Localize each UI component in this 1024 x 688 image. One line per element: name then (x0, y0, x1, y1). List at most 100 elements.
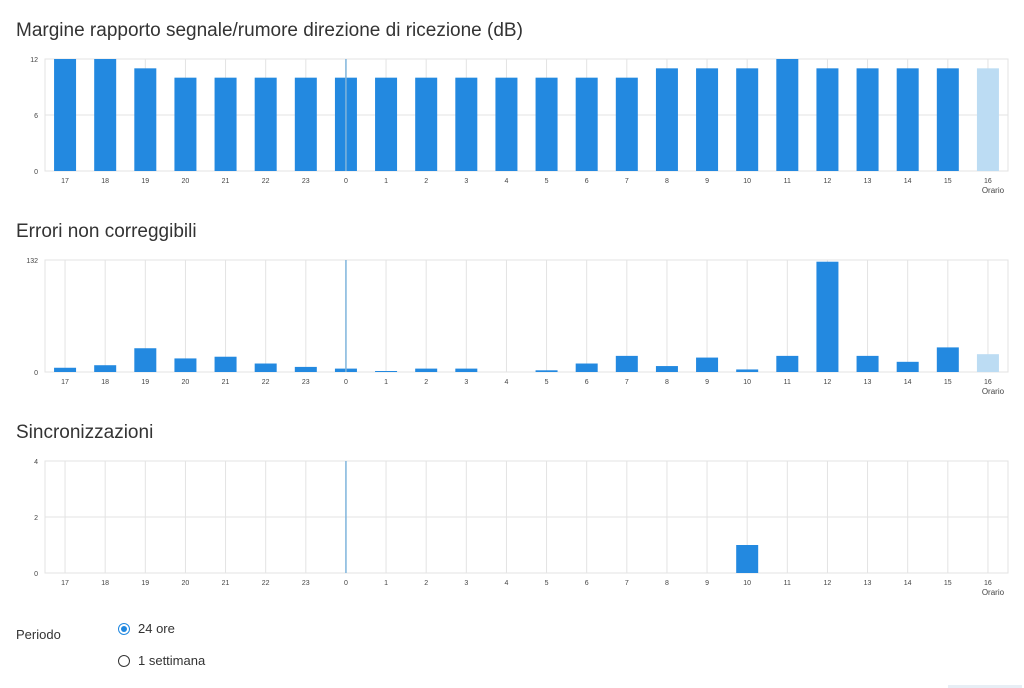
x-tick-label: 4 (504, 178, 508, 185)
chart-title-sync: Sincronizzazioni (16, 422, 154, 443)
bar-18 (94, 365, 117, 372)
bar-6 (575, 77, 598, 171)
x-tick-label: 8 (665, 379, 669, 386)
x-tick-label: 6 (585, 178, 589, 185)
x-tick-label: 19 (141, 580, 149, 587)
x-tick-label: 10 (743, 379, 751, 386)
x-tick-label: 12 (824, 178, 832, 185)
bar-3 (455, 77, 478, 171)
x-tick-label: 18 (101, 178, 109, 185)
x-tick-label: 23 (302, 580, 310, 587)
bar-10 (736, 369, 759, 372)
x-tick-label: 5 (545, 178, 549, 185)
periodo-label: Periodo (16, 627, 61, 642)
bar-14 (896, 68, 919, 171)
x-tick-label: 2 (424, 379, 428, 386)
bar-13 (856, 355, 879, 372)
chart-title-errors: Errori non correggibili (16, 221, 197, 242)
x-tick-label: 3 (464, 379, 468, 386)
period-option-24h[interactable]: 24 ore (118, 621, 175, 636)
bar-16 (976, 68, 999, 171)
bar-11 (776, 355, 799, 372)
x-axis-label: Orario (982, 186, 1005, 195)
bar-5 (535, 77, 558, 171)
y-tick-label: 0 (34, 370, 38, 377)
x-tick-label: 14 (904, 178, 912, 185)
x-tick-label: 0 (344, 379, 348, 386)
bar-4 (495, 77, 518, 171)
x-tick-label: 4 (504, 379, 508, 386)
x-tick-label: 5 (545, 379, 549, 386)
radio-selected-icon[interactable] (118, 622, 130, 635)
y-tick-label: 132 (26, 258, 38, 265)
bar-21 (214, 77, 237, 171)
bar-9 (696, 357, 719, 372)
scroll-edge (948, 685, 1022, 688)
x-tick-label: 3 (464, 178, 468, 185)
bar-22 (254, 363, 277, 372)
x-tick-label: 0 (344, 178, 348, 185)
bar-5 (535, 370, 558, 372)
x-tick-label: 14 (904, 379, 912, 386)
bar-21 (214, 356, 237, 372)
x-tick-label: 9 (705, 580, 709, 587)
bar-10 (736, 545, 759, 573)
x-tick-label: 12 (824, 580, 832, 587)
period-option-1week[interactable]: 1 settimana (118, 653, 205, 668)
x-tick-label: 17 (61, 580, 69, 587)
x-tick-label: 21 (222, 178, 230, 185)
x-tick-label: 12 (824, 379, 832, 386)
x-tick-label: 18 (101, 580, 109, 587)
x-tick-label: 1 (384, 178, 388, 185)
bar-9 (696, 68, 719, 171)
bar-2 (415, 368, 438, 372)
bar-1 (375, 371, 398, 372)
bar-8 (655, 366, 678, 372)
bar-20 (174, 358, 197, 372)
bar-22 (254, 77, 277, 171)
bar-23 (294, 366, 317, 372)
x-tick-label: 17 (61, 379, 69, 386)
bar-11 (776, 59, 799, 171)
bar-17 (54, 59, 77, 171)
x-tick-label: 15 (944, 379, 952, 386)
bar-20 (174, 77, 197, 171)
x-tick-label: 13 (864, 379, 872, 386)
x-tick-label: 2 (424, 580, 428, 587)
x-tick-label: 16 (984, 580, 992, 587)
bar-19 (134, 68, 157, 171)
bar-18 (94, 59, 117, 171)
y-tick-label: 4 (34, 459, 38, 466)
x-tick-label: 16 (984, 379, 992, 386)
x-tick-label: 11 (784, 178, 791, 185)
x-tick-label: 5 (545, 580, 549, 587)
bar-3 (455, 368, 478, 372)
radio-unselected-icon[interactable] (118, 654, 130, 667)
bar-6 (575, 363, 598, 372)
period-option-label: 24 ore (138, 621, 175, 636)
y-tick-label: 6 (34, 113, 38, 120)
period-option-label: 1 settimana (138, 653, 206, 668)
x-tick-label: 0 (344, 580, 348, 587)
bar-2 (415, 77, 438, 171)
bar-13 (856, 68, 879, 171)
x-tick-label: 8 (665, 580, 669, 587)
bar-15 (936, 347, 959, 372)
x-tick-label: 13 (864, 178, 872, 185)
bar-17 (54, 367, 77, 372)
bar-7 (615, 77, 638, 171)
x-tick-label: 23 (302, 379, 310, 386)
x-tick-label: 1 (384, 379, 388, 386)
x-tick-label: 18 (101, 379, 109, 386)
x-tick-label: 13 (864, 580, 872, 587)
y-tick-label: 0 (34, 571, 38, 578)
x-tick-label: 15 (944, 178, 952, 185)
x-tick-label: 22 (262, 178, 270, 185)
bar-15 (936, 68, 959, 171)
x-tick-label: 7 (625, 580, 629, 587)
x-tick-label: 7 (625, 379, 629, 386)
x-tick-label: 11 (784, 580, 791, 587)
x-tick-label: 23 (302, 178, 310, 185)
